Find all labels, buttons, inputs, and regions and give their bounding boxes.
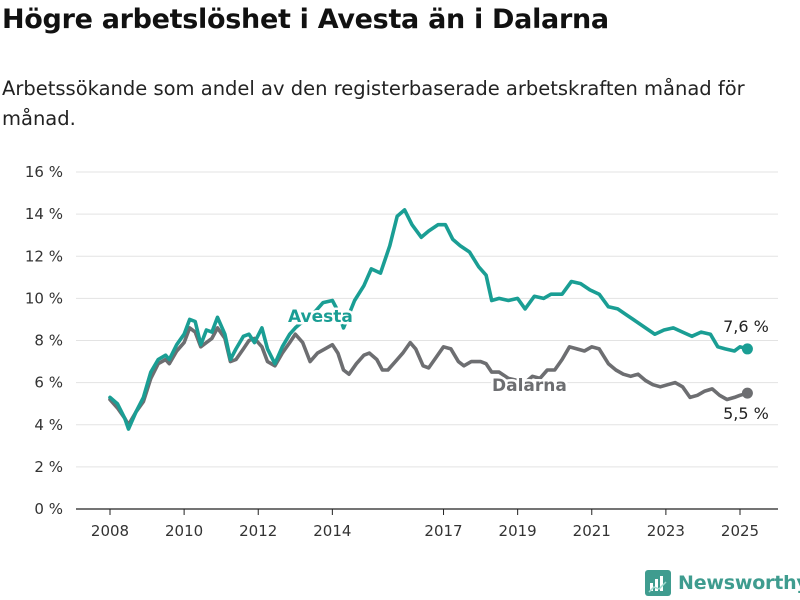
chart-title: Högre arbetslöshet i Avesta än i Dalarna [2,4,609,35]
series-line-dalarna [108,326,750,427]
x-tick-label: 2023 [647,522,685,540]
y-axis: 0 % 2 % 4 % 6 % 8 % 10 % 12 % 14 % 16 % [25,163,63,518]
end-point-dalarna [741,387,753,399]
series-labels: Avesta Dalarna 7,6 % 5,5 % [286,305,769,424]
y-tick-label: 0 % [34,500,63,518]
bar-chart-logo-icon [645,570,671,596]
series-label-avesta: Avesta [288,307,353,327]
brand-name: Newsworthy [678,572,800,594]
x-tick-label: 2008 [91,522,129,540]
y-tick-label: 14 % [25,205,63,223]
x-tick-label: 2017 [424,522,462,540]
series-label-dalarna: Dalarna [492,376,567,396]
x-tick-label: 2012 [239,522,277,540]
y-tick-label: 10 % [25,289,63,307]
y-tick-label: 12 % [25,247,63,265]
x-tick-label: 2025 [721,522,759,540]
series-line-avesta [108,208,750,431]
grid-lines [76,171,778,510]
x-tick-label: 2014 [313,522,351,540]
chart-subtitle: Arbetssökande som andel av den registerb… [2,77,745,130]
x-axis: 2008 2010 2012 2014 2017 2019 2021 2023 2025 [91,509,759,540]
end-point-avesta [741,343,753,355]
y-tick-label: 2 % [34,458,63,476]
x-tick-label: 2010 [165,522,203,540]
y-tick-label: 6 % [34,374,63,392]
y-tick-label: 16 % [25,163,63,181]
x-tick-label: 2021 [573,522,611,540]
series-lines [108,208,753,431]
newsworthy-logo[interactable]: Newsworthy [645,569,800,597]
y-tick-label: 8 % [34,332,63,350]
end-label-dalarna: 5,5 % [723,404,769,423]
x-tick-label: 2019 [499,522,537,540]
y-tick-label: 4 % [34,416,63,434]
end-label-avesta: 7,6 % [723,317,769,336]
